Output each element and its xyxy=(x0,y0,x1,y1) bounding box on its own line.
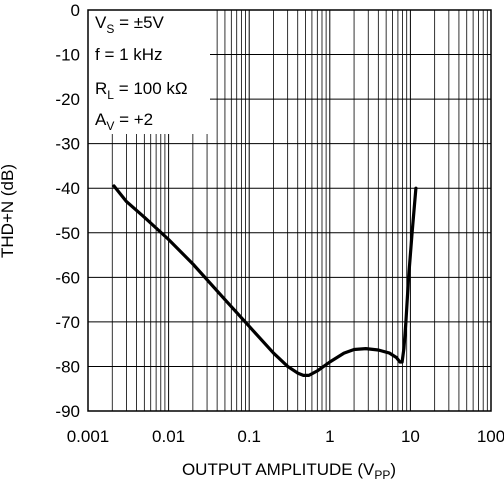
y-tick-label: -40 xyxy=(55,179,80,198)
series-line-thd xyxy=(112,184,418,377)
y-axis-label: THD+N (dB) xyxy=(0,164,17,258)
y-tick-label: 0 xyxy=(71,1,80,20)
x-tick-label: 1 xyxy=(325,427,334,446)
condition-vs: VS = ±5V xyxy=(95,13,165,36)
y-tick-labels: 0 -10 -20 -30 -40 -50 -60 -70 -80 -90 xyxy=(55,1,80,421)
x-tick-label: 0.01 xyxy=(152,427,185,446)
condition-av: AV = +2 xyxy=(95,110,153,133)
conditions-box xyxy=(88,10,210,134)
y-tick-label: -30 xyxy=(55,135,80,154)
y-tick-label: -20 xyxy=(55,90,80,109)
x-tick-labels: 0.001 0.01 0.1 1 10 100 xyxy=(67,427,504,446)
y-tick-label: -60 xyxy=(55,268,80,287)
y-tick-label: -10 xyxy=(55,46,80,65)
y-tick-label: -90 xyxy=(55,402,80,421)
condition-frequency: f = 1 kHz xyxy=(95,45,163,64)
x-tick-label: 10 xyxy=(401,427,420,446)
x-tick-label: 0.1 xyxy=(237,427,261,446)
y-tick-label: -70 xyxy=(55,313,80,332)
x-tick-label: 100 xyxy=(477,427,504,446)
condition-rl: RL = 100 kΩ xyxy=(95,79,188,102)
plot-frame xyxy=(87,9,492,412)
y-tick-label: -80 xyxy=(55,357,80,376)
x-axis-label: OUTPUT AMPLITUDE (VPP) xyxy=(182,460,396,482)
x-tick-label: 0.001 xyxy=(67,427,110,446)
y-tick-label: -50 xyxy=(55,224,80,243)
